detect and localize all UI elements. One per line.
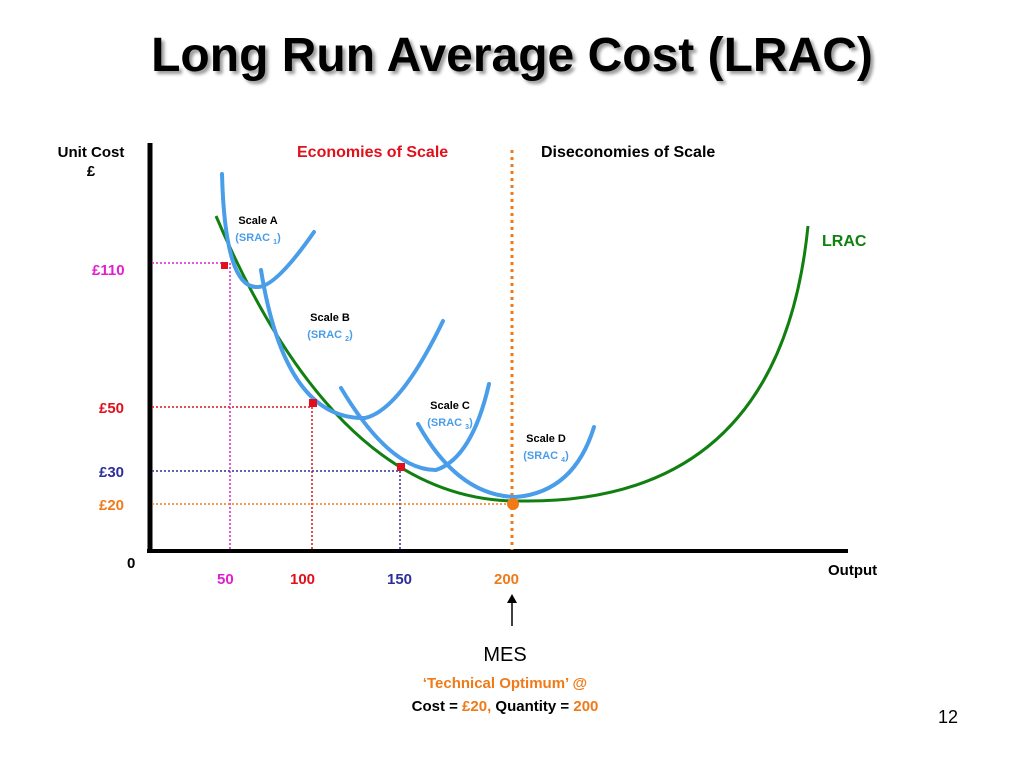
- srac-4-curve: [416, 422, 596, 500]
- y-tick-110: £110: [92, 262, 125, 279]
- x-tick-200: 200: [494, 571, 520, 588]
- srac-1-label: Scale A (SRAC 1): [228, 213, 288, 251]
- srac-2-label: Scale B (SRAC 2): [300, 310, 360, 348]
- mes-cost-prefix: Cost =: [411, 698, 463, 715]
- srac-2-scale: Scale B: [310, 312, 350, 324]
- page-title: Long Run Average Cost (LRAC): [151, 29, 873, 82]
- srac-3-text: SRAC: [430, 417, 463, 429]
- economies-label: Economies of Scale: [297, 144, 449, 161]
- y-axis-label-line2: £: [86, 163, 96, 180]
- x-axis-label: Output: [828, 562, 878, 579]
- mes-qty-value: 200: [573, 698, 599, 715]
- mes-technical-optimum: ‘Technical Optimum’ @: [422, 675, 588, 692]
- srac-4-text: SRAC: [526, 450, 559, 462]
- y-axis-label: Unit Cost £: [46, 143, 136, 181]
- y-tick-30: £30: [99, 464, 125, 481]
- srac-3-sub: 3: [465, 424, 470, 432]
- x-tick-100: 100: [290, 571, 316, 588]
- srac-3-curve: [339, 382, 491, 473]
- point-mes: [507, 498, 519, 510]
- point-50-110: [221, 262, 228, 269]
- point-100-50: [309, 399, 317, 407]
- lrac-curve: [214, 215, 810, 503]
- mes-arrow-head: [507, 594, 517, 603]
- srac-1-text: SRAC: [238, 232, 271, 244]
- lrac-label: LRAC: [822, 233, 867, 250]
- srac-4-sub: 4: [561, 457, 566, 465]
- mes-qty-prefix: Quantity =: [491, 698, 574, 715]
- mes-cost-quantity: Cost = £20, Quantity = 200: [380, 698, 630, 715]
- y-tick-50: £50: [99, 400, 125, 417]
- mes-cost-value: £20,: [462, 698, 492, 715]
- srac-4-name: (SRAC 4): [523, 450, 569, 465]
- diseconomies-label: Diseconomies of Scale: [541, 144, 716, 161]
- srac-2-name: (SRAC 2): [307, 329, 353, 344]
- mes-heading: MES: [483, 644, 527, 666]
- y-axis-label-line1: Unit Cost: [57, 144, 125, 161]
- srac-2-sub: 2: [345, 336, 350, 344]
- srac-1-name: (SRAC 1): [235, 232, 281, 247]
- srac-2-text: SRAC: [310, 329, 343, 341]
- srac-1-curve: [220, 172, 316, 290]
- x-tick-50: 50: [217, 571, 234, 588]
- srac-3-label: Scale C (SRAC 3): [420, 398, 480, 436]
- srac-4-label: Scale D (SRAC 4): [516, 431, 576, 469]
- srac-1-scale: Scale A: [238, 215, 278, 227]
- y-tick-20: £20: [99, 497, 125, 514]
- point-150-30: [397, 463, 405, 471]
- srac-3-name: (SRAC 3): [427, 417, 473, 432]
- origin-label: 0: [127, 555, 136, 572]
- srac-1-sub: 1: [273, 239, 278, 247]
- page-number: 12: [938, 707, 959, 727]
- x-tick-150: 150: [387, 571, 413, 588]
- srac-3-scale: Scale C: [430, 400, 470, 412]
- srac-4-scale: Scale D: [526, 433, 566, 445]
